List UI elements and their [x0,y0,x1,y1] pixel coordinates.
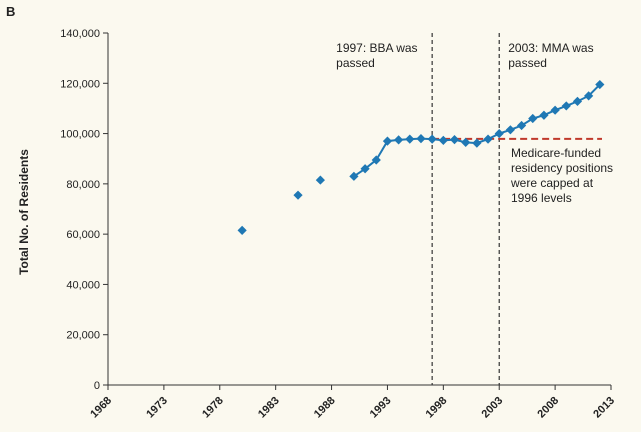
data-point-diamond [405,134,415,144]
x-tick-label: 1988 [312,395,338,421]
data-point-diamond [550,105,560,115]
event-marker-label: 1997: BBA was [336,41,417,55]
data-points [237,79,605,235]
cap-label: were capped at [510,176,594,190]
data-point-diamond [505,125,515,135]
y-tick-label: 140,000 [60,28,100,40]
data-point-diamond [516,120,527,131]
x-tick-label: 1983 [256,395,282,421]
data-point-diamond [427,134,437,144]
x-tick-label: 1968 [88,395,114,421]
data-point-diamond [371,155,381,165]
cap-label: 1996 levels [511,191,572,205]
data-point-diamond [595,79,605,90]
data-point-diamond [416,134,426,144]
data-point-diamond [461,137,471,147]
x-tick-label: 2003 [480,395,506,421]
data-point-diamond [449,135,460,145]
data-point-diamond [472,138,482,148]
x-tick-label: 1998 [424,395,450,421]
data-point-diamond [561,101,571,111]
y-tick-label: 100,000 [60,129,100,141]
data-point-diamond [360,164,370,174]
data-point-diamond [438,135,448,145]
x-tick-label: 1978 [200,395,226,421]
data-point-diamond [315,175,325,185]
y-tick-label: 60,000 [66,229,100,241]
data-point-diamond [293,190,303,200]
y-tick-label: 0 [94,380,100,392]
y-axis-label: Total No. of Residents [17,149,31,275]
data-point-diamond [349,171,359,181]
x-tick-label: 2008 [535,395,561,421]
event-marker-label: passed [336,56,375,70]
event-marker-label: 2003: MMA was [508,41,593,55]
data-point-diamond [528,113,538,124]
x-tick-label: 2013 [591,395,617,421]
data-point-diamond [494,128,504,139]
data-point-diamond [584,91,594,101]
data-point-diamond [572,96,583,106]
y-tick-label: 80,000 [66,179,100,191]
data-point-diamond [394,135,404,145]
cap-label: residency positions [511,161,613,175]
cap-label: Medicare-funded [511,146,601,160]
y-tick-label: 40,000 [66,279,100,291]
data-point-diamond [483,134,493,144]
x-tick-label: 1993 [368,395,394,421]
axes: 0 20,000 40,000 60,000 80,000 100,000 120,000 1… [60,28,617,420]
event-marker-label: passed [508,56,547,70]
x-tick-label: 1973 [144,395,170,421]
data-point-diamond [539,110,549,120]
data-point-diamond [382,136,393,146]
data-point-diamond [237,225,247,235]
y-tick-label: 120,000 [60,78,100,90]
panel-label: B [6,4,15,19]
y-tick-label: 20,000 [66,330,100,342]
